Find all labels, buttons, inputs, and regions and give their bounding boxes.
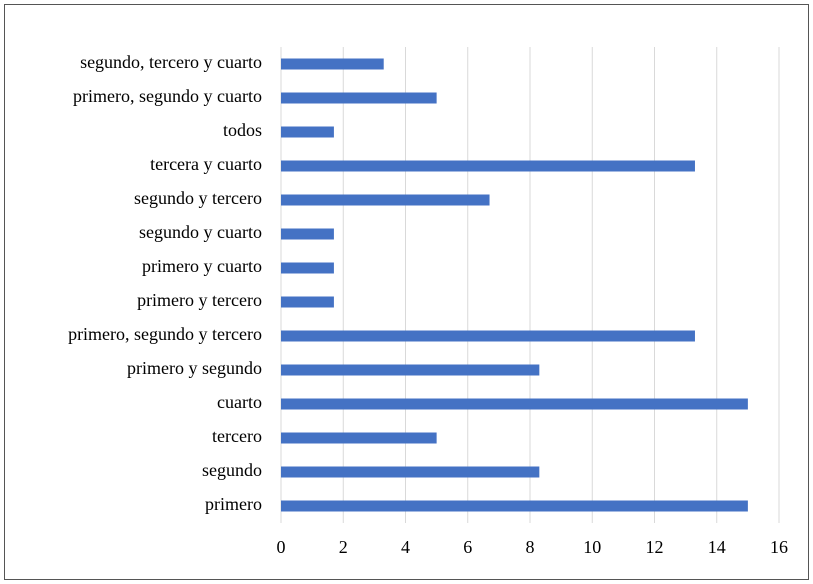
bar <box>281 92 437 104</box>
y-tick-label: segundo y tercero <box>134 188 262 208</box>
y-tick-label: primero, segundo y tercero <box>68 324 262 344</box>
bar <box>281 58 384 70</box>
bar <box>281 364 540 376</box>
bar <box>281 126 334 138</box>
x-tick-label: 16 <box>770 537 788 557</box>
bar <box>281 466 540 478</box>
y-tick-label: segundo, tercero y cuarto <box>80 52 262 72</box>
bar <box>281 500 748 512</box>
y-tick-label: primero <box>205 494 262 514</box>
x-tick-label: 14 <box>708 537 726 557</box>
bar <box>281 262 334 274</box>
y-tick-label: cuarto <box>217 392 262 412</box>
bar <box>281 432 437 444</box>
bar <box>281 398 748 410</box>
x-tick-label: 0 <box>277 537 286 557</box>
y-tick-label: todos <box>223 120 262 140</box>
bar <box>281 330 695 342</box>
x-tick-label: 2 <box>339 537 348 557</box>
x-tick-label: 6 <box>463 537 472 557</box>
y-tick-label: primero y tercero <box>137 290 262 310</box>
x-tick-label: 8 <box>526 537 535 557</box>
y-tick-label: primero, segundo y cuarto <box>73 86 262 106</box>
y-tick-label: primero y segundo <box>127 358 262 378</box>
x-tick-label: 4 <box>401 537 410 557</box>
x-tick-label: 12 <box>646 537 664 557</box>
y-tick-label: segundo <box>202 460 262 480</box>
bar <box>281 160 695 172</box>
x-tick-label: 10 <box>583 537 601 557</box>
bar <box>281 194 490 206</box>
y-tick-label: segundo y cuarto <box>139 222 262 242</box>
y-tick-label: tercera y cuarto <box>150 154 262 174</box>
bar <box>281 296 334 308</box>
bar <box>281 228 334 240</box>
y-tick-label: primero y cuarto <box>142 256 262 276</box>
y-tick-label: tercero <box>212 426 262 446</box>
